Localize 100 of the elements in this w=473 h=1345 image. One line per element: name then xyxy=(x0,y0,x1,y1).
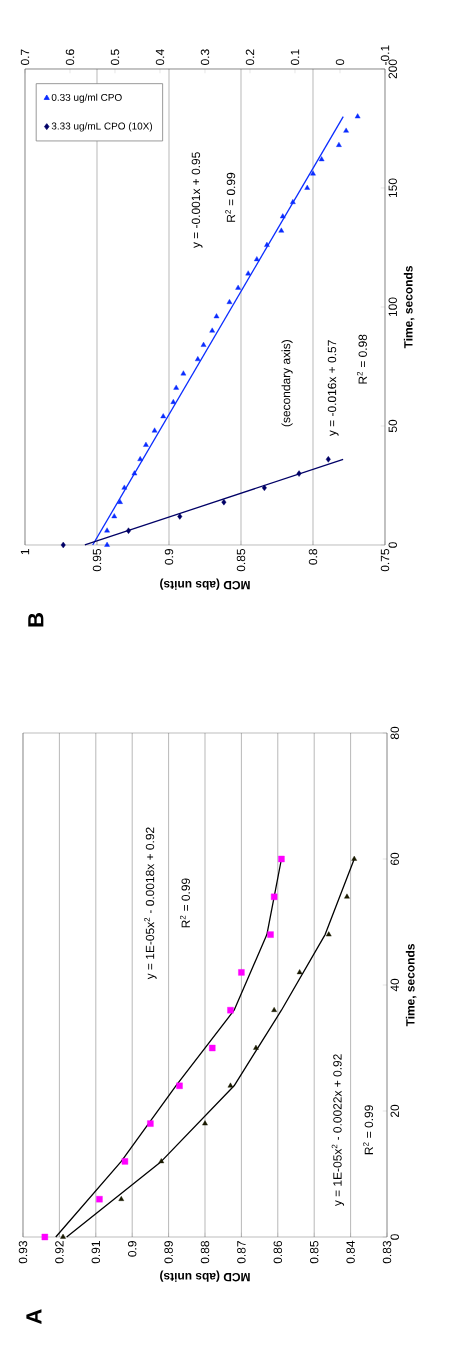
point xyxy=(111,513,118,519)
point xyxy=(151,427,158,433)
x-tick-label: 0.9 xyxy=(127,1241,137,1257)
point xyxy=(245,270,251,276)
point xyxy=(176,1082,183,1089)
point xyxy=(354,113,361,119)
point xyxy=(195,356,201,362)
point xyxy=(104,527,110,533)
y-tick-label: 200 xyxy=(388,59,397,79)
legend-label: 3.33 ug/mL CPO (10X) xyxy=(51,122,153,132)
text: A xyxy=(26,1309,42,1325)
point xyxy=(209,1044,216,1052)
y-tick-label: 50 xyxy=(388,419,397,433)
x-tick-label: 0.95 xyxy=(92,549,102,572)
point xyxy=(278,855,285,863)
x2-tick-label: 0.5 xyxy=(110,49,120,65)
x2-tick-label: 0.4 xyxy=(155,49,165,65)
y-tick-label: 20 xyxy=(390,1104,399,1118)
point xyxy=(279,213,286,219)
x-tick-label: 0.93 xyxy=(18,1241,28,1264)
point xyxy=(290,199,296,204)
point xyxy=(235,284,241,290)
point xyxy=(137,456,143,461)
point xyxy=(96,1196,103,1203)
point xyxy=(344,893,350,899)
point xyxy=(278,227,285,233)
point xyxy=(343,127,349,133)
y-tick-label: 40 xyxy=(390,978,399,992)
point xyxy=(296,969,303,975)
point xyxy=(325,931,332,937)
x-tick-label: 0.89 xyxy=(164,1241,173,1264)
x-tick-label: 0.91 xyxy=(91,1241,101,1264)
point xyxy=(318,156,325,162)
point xyxy=(226,299,233,304)
annotation: R$^{2}$ = 0.98 xyxy=(356,334,367,384)
y-axis-title: Time, seconds xyxy=(403,266,415,349)
point xyxy=(271,1007,277,1012)
point xyxy=(160,413,167,419)
y-tick-label: 0 xyxy=(388,542,397,548)
x2-tick-label: 0.6 xyxy=(65,49,75,65)
x2-tick-label: 0.3 xyxy=(200,49,210,65)
point xyxy=(336,141,342,147)
point xyxy=(253,1044,259,1050)
point xyxy=(121,1158,129,1165)
x-tick-label: 0.84 xyxy=(346,1240,355,1264)
x-tick-label: 0.85 xyxy=(309,1241,319,1264)
point xyxy=(227,1007,234,1014)
point xyxy=(200,341,207,347)
point xyxy=(147,1120,154,1127)
point xyxy=(209,327,215,333)
y-axis-title: Time, seconds xyxy=(405,944,417,1027)
point xyxy=(351,855,358,861)
x2-tick-label: 0.2 xyxy=(245,49,255,65)
legend-label: 0.33 ug/ml CPO xyxy=(51,93,122,103)
annotation: (secondary axis) xyxy=(281,340,293,427)
annotation: R$^{2}$ = 0.99 xyxy=(179,878,190,928)
x2-tick-label: 0.7 xyxy=(20,49,30,65)
point xyxy=(158,1158,165,1164)
point xyxy=(131,470,138,476)
point xyxy=(267,931,274,938)
x-tick-label: 0.83 xyxy=(382,1241,392,1264)
y-tick-label: 150 xyxy=(388,178,397,198)
point xyxy=(117,498,123,504)
point xyxy=(121,484,128,490)
y-tick-label: 60 xyxy=(390,852,399,866)
annotation: y = -0.016x + 0.57 xyxy=(327,340,339,437)
x2-tick-label: 0.1 xyxy=(290,49,300,65)
point xyxy=(202,1120,208,1126)
point xyxy=(118,1196,125,1201)
point xyxy=(41,1233,49,1241)
point xyxy=(304,184,311,190)
x-axis-title: MCD (abs units) xyxy=(160,1270,250,1282)
y-tick-label: 80 xyxy=(390,726,399,740)
point xyxy=(143,441,149,447)
text: B xyxy=(28,613,44,627)
x-tick-label: 1 xyxy=(20,549,30,555)
point xyxy=(254,256,260,262)
annotation: R$^{2}$ = 0.99 xyxy=(225,172,236,222)
point xyxy=(180,370,187,376)
point xyxy=(238,969,245,976)
y-tick-label: 100 xyxy=(388,297,397,317)
point xyxy=(310,170,316,176)
point xyxy=(104,541,110,547)
point xyxy=(264,241,270,247)
x2-tick-label: -0.1 xyxy=(380,45,390,65)
annotation: y = 1E-05x$^{2}$ - 0.0018x + 0.92 xyxy=(144,827,157,980)
point xyxy=(227,1082,234,1088)
x-tick-label: 0.8 xyxy=(308,549,318,565)
x-axis-title: MCD (abs units) xyxy=(160,578,250,590)
x-tick-label: 0.75 xyxy=(380,549,390,572)
x-tick-label: 0.88 xyxy=(200,1241,210,1264)
annotation: y = 1E-05x$^{2}$ - 0.0022x + 0.92 xyxy=(331,1054,345,1207)
point xyxy=(213,313,220,319)
y-tick-label: 0 xyxy=(390,1234,399,1240)
x-tick-label: 0.85 xyxy=(236,549,246,572)
point xyxy=(170,399,177,404)
point xyxy=(270,893,278,900)
x-tick-label: 0.92 xyxy=(55,1241,64,1264)
point xyxy=(173,384,179,390)
x-tick-label: 0.87 xyxy=(237,1241,246,1264)
